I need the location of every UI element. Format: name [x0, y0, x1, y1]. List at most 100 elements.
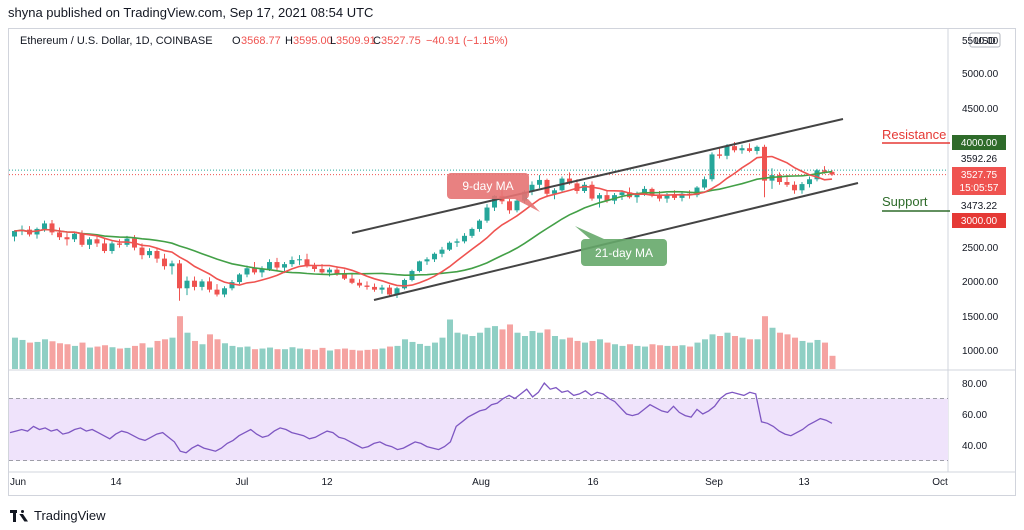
volume-bar: [177, 316, 183, 369]
candle-body: [237, 274, 242, 283]
volume-bar: [334, 349, 341, 369]
volume-bar: [57, 343, 63, 369]
candle-body: [829, 171, 835, 175]
volume-bar: [552, 336, 558, 369]
svg-text:3000.00: 3000.00: [961, 216, 998, 227]
candle-body: [807, 179, 812, 185]
volume-bar: [379, 348, 386, 369]
candle-body: [664, 194, 670, 199]
volume-bar: [754, 339, 761, 369]
volume-bar: [117, 348, 123, 369]
candle-body: [784, 182, 790, 185]
close-label: C: [373, 35, 381, 47]
volume-bar: [567, 337, 573, 369]
volume-bar: [702, 339, 708, 369]
volume-bar: [664, 345, 671, 369]
volume-bar: [537, 332, 543, 369]
candle-body: [387, 287, 392, 295]
candle-body: [454, 241, 460, 243]
candle-body: [754, 146, 760, 151]
volume-bar: [64, 344, 71, 369]
time-tick: Oct: [932, 477, 948, 488]
candle-body: [327, 269, 332, 273]
candle-body: [154, 251, 160, 259]
candle-body: [447, 242, 452, 250]
ma21-line: [14, 170, 833, 276]
rsi-tick: 40.00: [962, 441, 987, 452]
ma9-line: [14, 155, 833, 287]
volume-bar: [507, 324, 513, 369]
volume-bar: [612, 344, 618, 369]
candle-body: [672, 194, 677, 198]
volume-bars: [12, 316, 836, 369]
candle-body: [619, 192, 625, 196]
candle-body: [79, 233, 85, 245]
candle-body: [604, 195, 610, 201]
candle-body: [364, 285, 370, 287]
candle-body: [477, 220, 482, 229]
candle-body: [282, 264, 287, 268]
candle-body: [267, 262, 272, 269]
volume-bar: [364, 349, 371, 369]
candle-body: [777, 175, 782, 183]
candle-body: [102, 243, 107, 252]
candle-body: [439, 249, 445, 254]
close-value: 3527.75: [381, 35, 421, 47]
chart-frame: [8, 28, 1016, 496]
candle-body: [259, 268, 265, 273]
candle-body: [117, 243, 122, 245]
candle-body: [552, 190, 557, 194]
candle-body: [702, 179, 707, 188]
volume-bar: [244, 346, 251, 369]
channel-upper-line[interactable]: [351, 118, 844, 234]
candle-body: [799, 184, 805, 191]
volume-bar: [672, 345, 678, 369]
candle-body: [717, 154, 722, 156]
ma21-callout: 21-day MA: [575, 226, 667, 266]
candle-body: [319, 268, 325, 273]
candle-countdown: 15:05:57: [960, 183, 999, 194]
candle-body: [469, 228, 475, 236]
volume-bar: [784, 334, 791, 369]
volume-bar: [634, 345, 641, 369]
svg-text:3527.75: 3527.75: [961, 170, 998, 181]
volume-bar: [199, 344, 206, 369]
volume-bar: [574, 340, 581, 369]
candles: [12, 142, 835, 301]
volume-bar: [237, 347, 243, 369]
candle-body: [589, 184, 595, 199]
volume-bar: [522, 336, 528, 369]
candle-body: [349, 278, 355, 283]
candle-body: [222, 288, 227, 295]
volume-bar: [814, 339, 821, 369]
volume-bar: [222, 343, 228, 369]
price-tick: 4500.00: [962, 104, 999, 115]
resistance-label: Resistance: [882, 127, 946, 142]
volume-bar: [252, 349, 258, 369]
candle-body: [139, 247, 145, 256]
volume-bar: [454, 332, 461, 369]
volume-bar: [799, 340, 806, 369]
volume-bar: [432, 342, 438, 369]
volume-bar: [229, 345, 236, 369]
candle-body: [229, 282, 235, 289]
high-label: H: [285, 35, 293, 47]
candle-body: [199, 281, 205, 287]
price-tick-clipped: 5500.00: [962, 36, 999, 47]
candle-body: [567, 178, 572, 184]
candle-body: [169, 263, 175, 267]
currency-button[interactable]: USD: [969, 32, 1001, 48]
volume-bar: [139, 343, 146, 369]
svg-text:9-day MA: 9-day MA: [462, 179, 513, 193]
candle-body: [244, 268, 250, 275]
svg-text:21-day MA: 21-day MA: [595, 246, 653, 260]
time-tick: 16: [587, 477, 599, 488]
volume-bar: [657, 345, 663, 369]
low-value: 3509.91: [336, 35, 376, 47]
volume-bar: [694, 342, 701, 369]
volume-bar: [747, 339, 753, 369]
candle-body: [679, 193, 685, 198]
ohlc-legend: O 3568.77 H 3595.00 L 3509.91 C 3527.75 …: [232, 35, 508, 47]
candle-body: [42, 223, 47, 229]
